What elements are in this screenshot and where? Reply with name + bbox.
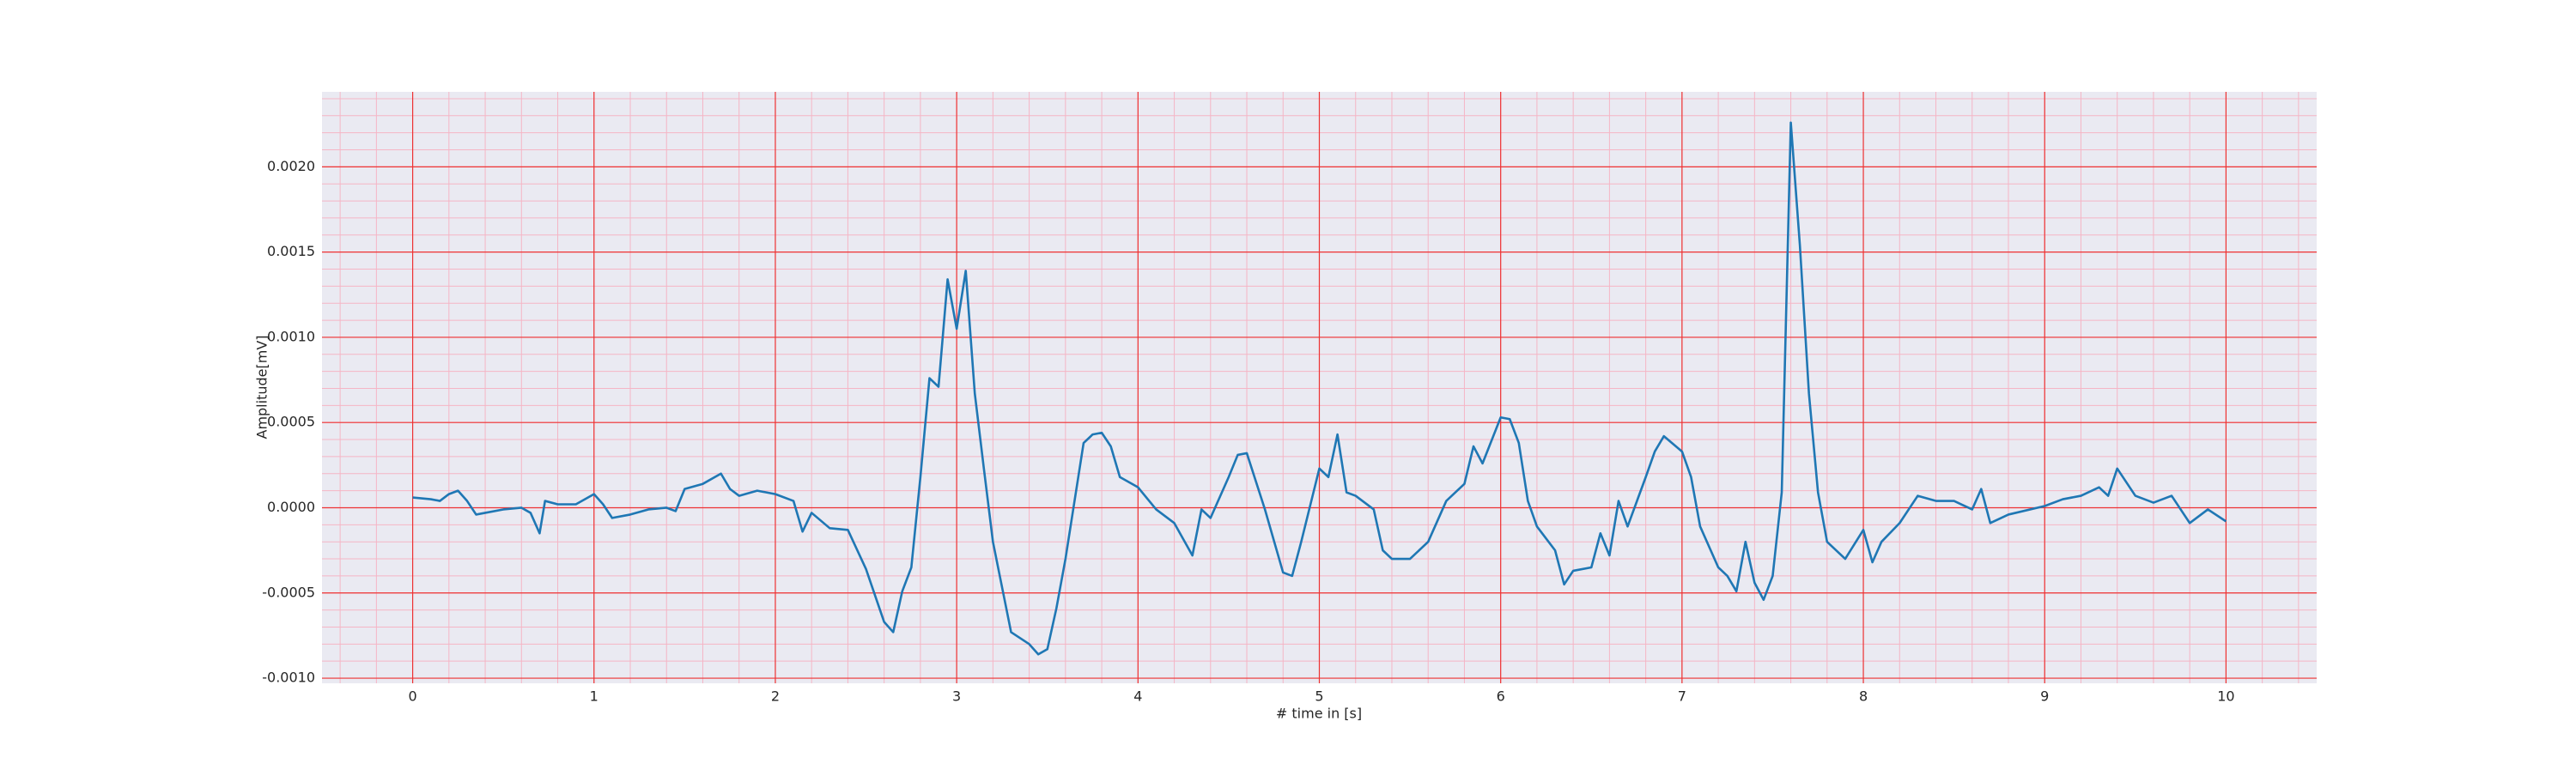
y-tick-label: -0.0010 (262, 670, 315, 686)
x-tick-label: 9 (2040, 688, 2049, 705)
x-tick-label: 6 (1497, 688, 1505, 705)
tick-labels: 0 1 2 3 4 5 6 7 8 9 10 -0.0010 -0.0005 0.0000 0.0005 0.… (262, 158, 2234, 705)
x-tick-label: 8 (1859, 688, 1868, 705)
y-tick-label: -0.0005 (262, 584, 315, 600)
x-tick-label: 3 (952, 688, 961, 705)
x-tick-label: 1 (590, 688, 598, 705)
y-axis-label: Amplitude[mV] (254, 335, 270, 439)
y-tick-label: 0.0010 (267, 328, 315, 344)
x-axis-label: # time in [s] (1276, 706, 1362, 722)
y-tick-label: 0.0020 (267, 158, 315, 174)
x-tick-label: 10 (2217, 688, 2234, 705)
x-tick-label: 7 (1678, 688, 1686, 705)
major-grid (322, 92, 2317, 683)
y-tick-label: 0.0005 (267, 414, 315, 430)
signal-line (412, 121, 2227, 656)
x-tick-label: 5 (1315, 688, 1323, 705)
y-tick-label: 0.0000 (267, 499, 315, 515)
x-tick-label: 0 (408, 688, 416, 705)
x-tick-label: 4 (1133, 688, 1142, 705)
y-tick-label: 0.0015 (267, 243, 315, 259)
x-tick-label: 2 (771, 688, 780, 705)
